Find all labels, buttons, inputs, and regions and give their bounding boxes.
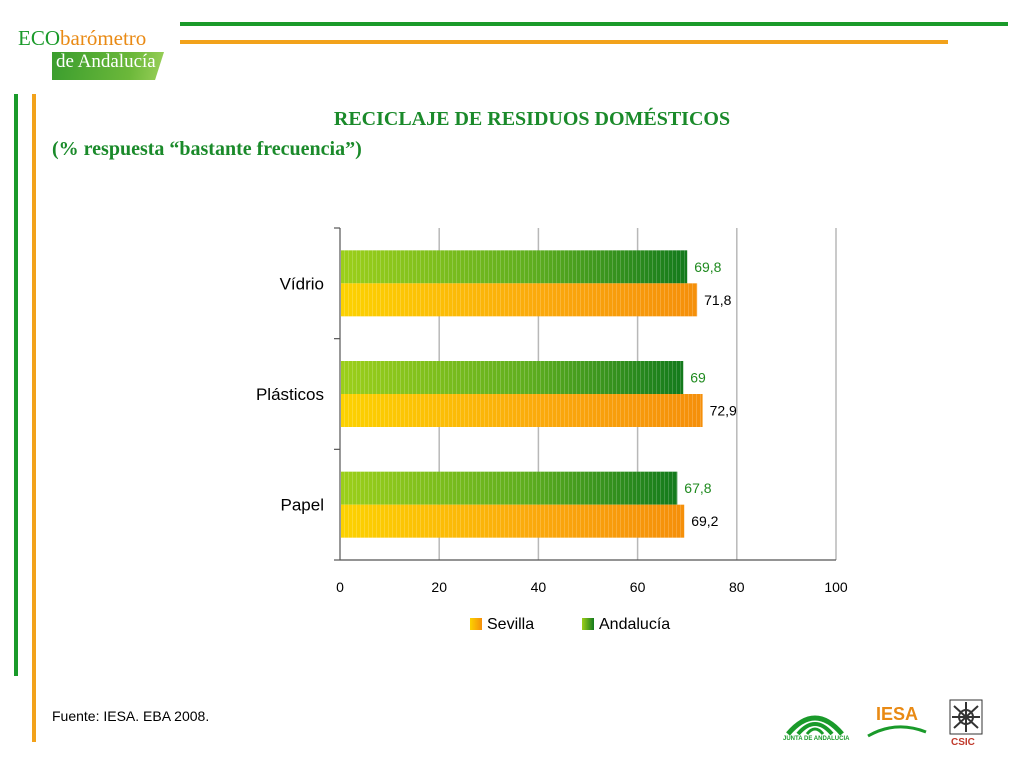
data-label: 69 (690, 370, 706, 386)
logo-andalucia-text: de Andalucía (56, 51, 156, 72)
source-note: Fuente: IESA. EBA 2008. (52, 708, 210, 724)
chart-title: RECICLAJE DE RESIDUOS DOMÉSTICOS (333, 108, 731, 130)
data-label: 67,8 (684, 480, 711, 496)
x-tick-label: 80 (729, 579, 745, 595)
header-orange-line (180, 40, 948, 44)
csic-label: CSIC (951, 737, 975, 748)
data-label: 72,9 (710, 403, 737, 419)
x-tick-label: 40 (531, 579, 547, 595)
bar-texture (341, 361, 684, 394)
junta-andalucia-logo (786, 715, 844, 736)
left-orange-line (32, 94, 36, 742)
bars-group: 69,8 71,8 69 72,9 67,8 69,2 (341, 250, 737, 538)
x-tick-label: 20 (431, 579, 447, 595)
data-label: 69,2 (691, 513, 718, 529)
category-label: Vídrio (280, 274, 324, 293)
data-label: 71,8 (704, 292, 731, 308)
bar-texture (341, 394, 703, 427)
legend-item-sevilla: Sevilla (470, 616, 534, 634)
iesa-label: IESA (876, 704, 919, 724)
logo-barometro-text: barómetro (60, 26, 147, 50)
x-tick-label: 60 (630, 579, 646, 595)
category-label: Papel (281, 496, 324, 515)
legend-label-andalucia: Andalucía (599, 616, 671, 633)
iesa-logo (867, 725, 927, 738)
csic-logo (949, 699, 983, 735)
left-green-line (14, 94, 18, 676)
x-tick-label: 0 (336, 579, 344, 595)
header-green-line (180, 22, 1008, 26)
ecobarometro-logo: ECObarómetro de Andalucía (18, 22, 168, 82)
logo-wordmark: ECObarómetro (18, 26, 146, 51)
bar-texture (341, 504, 685, 538)
data-label: 69,8 (694, 259, 721, 275)
bar-texture (341, 471, 678, 505)
legend-item-andalucia: Andalucía (582, 616, 670, 634)
logo-flag-shape (52, 52, 164, 80)
bar-texture (341, 250, 688, 284)
legend-swatch-andalucia (582, 618, 594, 630)
category-label: Plásticos (256, 385, 324, 404)
junta-andalucia-label: JUNTA DE ANDALUCIA (783, 736, 850, 742)
legend-label-sevilla: Sevilla (487, 616, 535, 633)
x-tick-label: 100 (824, 579, 848, 595)
bar-texture (341, 283, 698, 317)
chart-subtitle: (% respuesta “bastante frecuencia”) (52, 138, 362, 160)
legend-swatch-sevilla (470, 618, 482, 630)
logo-eco-text: ECO (18, 26, 60, 50)
axes-group: 0 20 40 60 80 100 Vídrio Plásticos Papel (256, 227, 848, 595)
